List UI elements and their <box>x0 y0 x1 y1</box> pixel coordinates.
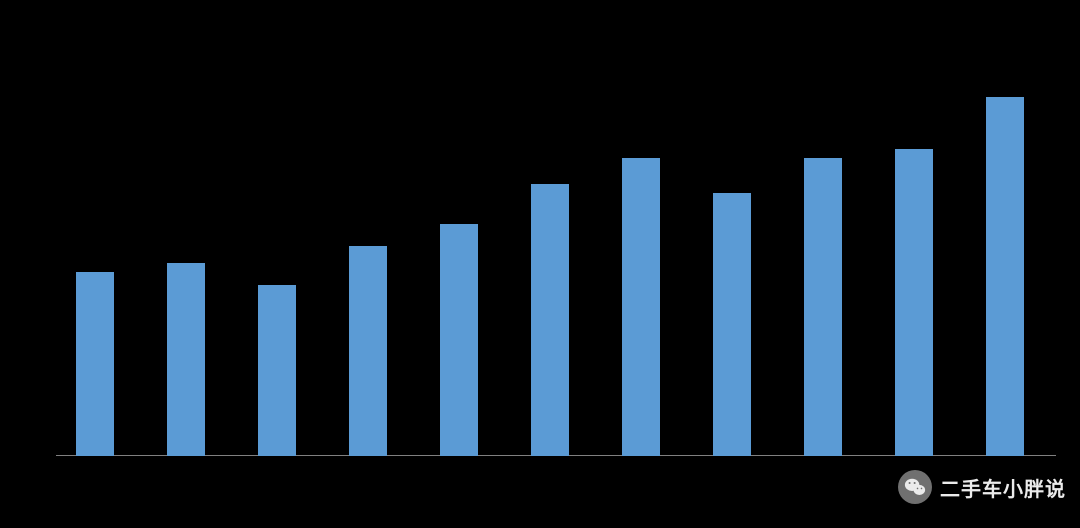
watermark: 二手车小胖说 <box>898 470 1066 504</box>
wechat-icon <box>898 470 932 504</box>
chart-stage: 二手车小胖说 <box>0 0 1080 528</box>
bar <box>76 272 114 456</box>
bar <box>804 158 842 456</box>
bar <box>349 246 387 456</box>
bar <box>167 263 205 456</box>
bar <box>713 193 751 456</box>
bar <box>622 158 660 456</box>
bar <box>895 149 933 456</box>
bar <box>258 285 296 456</box>
bar <box>986 97 1024 456</box>
bar <box>440 224 478 456</box>
bar-chart <box>56 18 1056 456</box>
watermark-text: 二手车小胖说 <box>940 473 1066 502</box>
bar <box>531 184 569 456</box>
